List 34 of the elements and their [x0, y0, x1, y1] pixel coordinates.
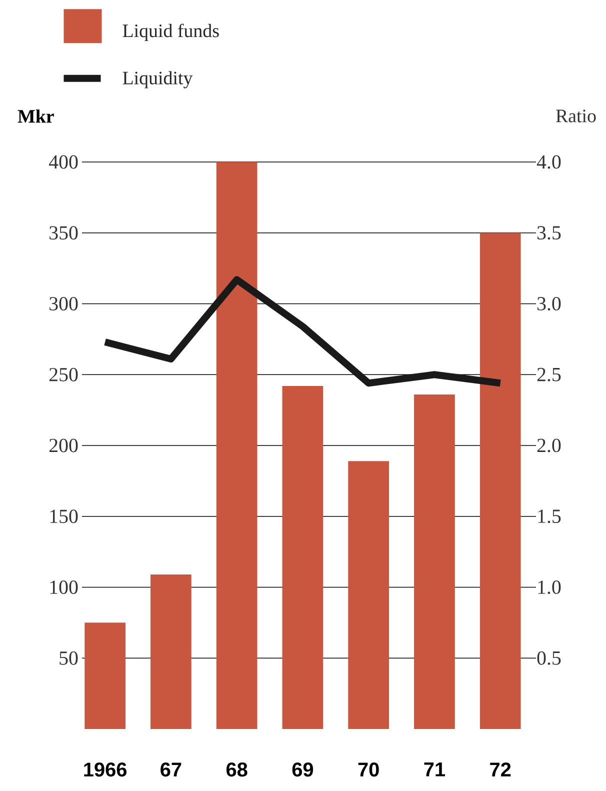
y-tick-label: 400	[48, 155, 78, 169]
bar	[84, 622, 126, 729]
x-tick-label: 71	[424, 762, 445, 776]
x-tick-label: 69	[292, 762, 314, 777]
y-tick-label: 100	[50, 580, 78, 594]
y-tick-label: 250	[49, 368, 78, 382]
y2-tick-label: 1.5	[538, 510, 561, 524]
x-tick-label: 72	[490, 762, 511, 776]
bar	[348, 461, 390, 729]
x-tick-label: 67	[160, 762, 182, 777]
y2-tick-label: 1.0	[538, 580, 561, 594]
x-tick-label: 68	[226, 762, 248, 777]
y-tick-label: 200	[49, 438, 78, 452]
legend-label: Liquidity	[122, 71, 193, 88]
bar	[282, 386, 324, 729]
x-tick-label: 1966	[84, 762, 126, 777]
y2-tick-label: 2.5	[537, 368, 561, 382]
bar	[150, 574, 192, 729]
y-tick-label: 50	[60, 651, 78, 665]
y-axis-title: Mkr	[18, 109, 54, 123]
bar	[480, 232, 521, 729]
y2-tick-label: 4.0	[536, 155, 561, 169]
y-tick-label: 350	[50, 226, 78, 240]
y2-axis-title: Ratio	[556, 110, 596, 122]
y-tick-label: 300	[50, 297, 78, 310]
legend-label: Liquid funds	[122, 24, 219, 42]
bar	[414, 394, 455, 729]
y2-tick-label: 3.0	[537, 296, 561, 311]
y2-tick-label: 2.0	[537, 438, 561, 452]
y2-tick-label: 0.5	[537, 651, 561, 665]
bar	[216, 162, 258, 729]
y-tick-label: 150	[50, 510, 78, 524]
y2-tick-label: 3.5	[537, 226, 561, 240]
x-tick-label: 70	[358, 762, 379, 777]
